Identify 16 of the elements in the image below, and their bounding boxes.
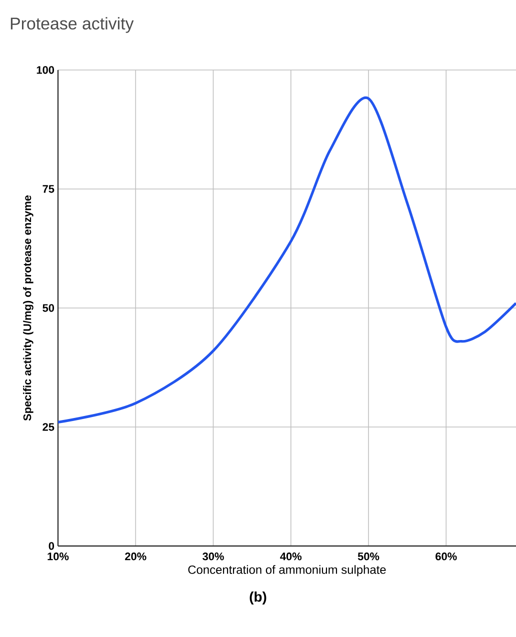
- x-tick-label: 10%: [48, 552, 69, 560]
- y-tick-label: 75: [42, 185, 54, 193]
- x-tick-label: 60%: [436, 552, 457, 560]
- x-tick-label: 20%: [125, 552, 146, 560]
- line-series: [58, 97, 516, 424]
- text: (b): [250, 591, 266, 604]
- y-axis-title: Specific activity (U/mg) of protease enzyme: [23, 195, 34, 421]
- x-tick-label: 40%: [280, 552, 302, 560]
- chart-title: Protease activity: [10, 17, 134, 33]
- y-tick-label: 50: [42, 304, 54, 312]
- y-tick-label: 0: [48, 542, 54, 550]
- y-tick-label: 100: [36, 66, 54, 74]
- x-tick-label: 30%: [202, 552, 224, 560]
- x-tick-label: 50%: [358, 552, 380, 560]
- x-axis-title: Concentration of ammonium sulphate: [188, 565, 386, 576]
- y-tick-label: 25: [42, 423, 54, 431]
